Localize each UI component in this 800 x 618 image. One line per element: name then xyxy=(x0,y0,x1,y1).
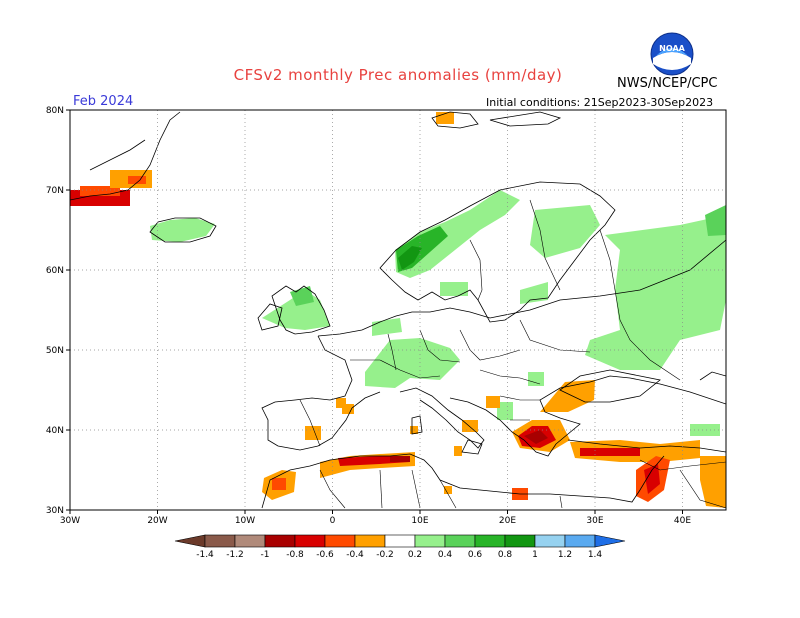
colorbar-bin xyxy=(504,534,536,548)
colorbar-label: -0.6 xyxy=(316,550,334,560)
continental-coast xyxy=(317,239,726,337)
graticule xyxy=(70,110,726,510)
y-tick-label: 70N xyxy=(46,186,64,196)
colorbar-bin xyxy=(354,534,386,548)
colorbar-bin xyxy=(204,534,236,548)
caspian-coast xyxy=(699,371,726,381)
colorbar-bin xyxy=(414,534,446,548)
forecast-period: Feb 2024 xyxy=(73,94,134,109)
colorbar-bin xyxy=(294,534,326,548)
y-tick-label: 60N xyxy=(46,266,64,276)
colorbar-label: -1.4 xyxy=(196,550,214,560)
agency-label: NWS/NCEP/CPC xyxy=(617,76,718,91)
anomaly-greenland xyxy=(70,170,152,206)
scandinavia-coast xyxy=(379,181,616,323)
x-tick-label: 10W xyxy=(235,516,255,526)
colorbar-label: 0.4 xyxy=(438,550,453,560)
colorbar-label: 0.2 xyxy=(408,550,422,560)
greenland-coast xyxy=(70,111,181,201)
svalbard-coast xyxy=(431,111,479,129)
france-iberia-coast xyxy=(261,335,381,451)
colorbar-low-arrow xyxy=(174,534,206,548)
colorbar-bin xyxy=(474,534,506,548)
colorbar-bin xyxy=(324,534,356,548)
x-tick-label: 0 xyxy=(330,516,336,526)
logo-text: NOAA xyxy=(659,44,685,53)
colorbar-label: 0.8 xyxy=(498,550,513,560)
coastlines xyxy=(70,111,726,509)
colorbar-label: 1.2 xyxy=(558,550,572,560)
x-tick-label: 30W xyxy=(60,516,80,526)
map-title: CFSv2 monthly Prec anomalies (mm/day) xyxy=(233,66,563,84)
colorbar-label: -1.2 xyxy=(226,550,244,560)
anomaly-iceland xyxy=(150,218,215,242)
colorbar-bin xyxy=(234,534,266,548)
x-tick-label: 20W xyxy=(147,516,167,526)
colorbar-high-arrow xyxy=(594,534,626,548)
italy-coast xyxy=(399,387,485,449)
colorbar-label: 0.6 xyxy=(468,550,483,560)
colorbar-label: -1 xyxy=(261,550,270,560)
country-borders xyxy=(299,199,726,509)
colorbar-labels: -1.4 -1.2 -1 -0.8 -0.6 -0.4 -0.2 0.2 0.4… xyxy=(196,550,602,560)
y-tick-label: 40N xyxy=(46,426,64,436)
colorbar-bin xyxy=(534,534,566,548)
map-border xyxy=(69,109,727,511)
balkans-coast xyxy=(449,375,726,457)
ireland-coast xyxy=(257,303,283,331)
anomaly-shading xyxy=(70,112,726,508)
y-tick-label: 50N xyxy=(46,346,64,356)
black-sea-coast xyxy=(559,369,661,403)
x-tick-label: 30E xyxy=(586,516,603,526)
x-tick-label: 40E xyxy=(674,516,691,526)
latitude-labels: 80N 70N 60N 50N 40N 30N xyxy=(46,106,64,516)
anomaly-turkey xyxy=(540,380,700,462)
anomaly-italy-greece xyxy=(454,396,570,456)
anomaly-russia xyxy=(585,215,726,370)
anomaly-levant xyxy=(636,456,726,508)
initial-conditions: Initial conditions: 21Sep2023-30Sep2023 xyxy=(486,96,714,109)
axis-ticks xyxy=(66,109,683,514)
colorbar-bin xyxy=(564,534,596,548)
anomaly-finland xyxy=(530,205,600,258)
anomaly-central-europe xyxy=(365,338,460,388)
y-tick-label: 30N xyxy=(46,506,64,516)
colorbar-label: 1.4 xyxy=(588,550,603,560)
colorbar-bin xyxy=(444,534,476,548)
colorbar-label: -0.4 xyxy=(346,550,364,560)
iceland-coast xyxy=(149,217,217,243)
british-isles-coast xyxy=(271,285,331,335)
y-tick-label: 80N xyxy=(46,106,64,116)
north-africa-coast xyxy=(261,453,665,509)
x-tick-label: 20E xyxy=(499,516,516,526)
x-tick-label: 10E xyxy=(411,516,428,526)
colorbar-label: -0.2 xyxy=(376,550,394,560)
turkey-coast xyxy=(567,439,726,453)
colorbar-bin xyxy=(384,534,416,548)
colorbar-label: 1 xyxy=(532,550,538,560)
colorbar-label: -0.8 xyxy=(286,550,304,560)
colorbar-bin xyxy=(264,534,296,548)
longitude-labels: 30W 20W 10W 0 10E 20E 30E 40E xyxy=(60,516,692,526)
colorbar xyxy=(174,534,626,548)
noaa-logo-icon: NOAA xyxy=(650,32,694,76)
